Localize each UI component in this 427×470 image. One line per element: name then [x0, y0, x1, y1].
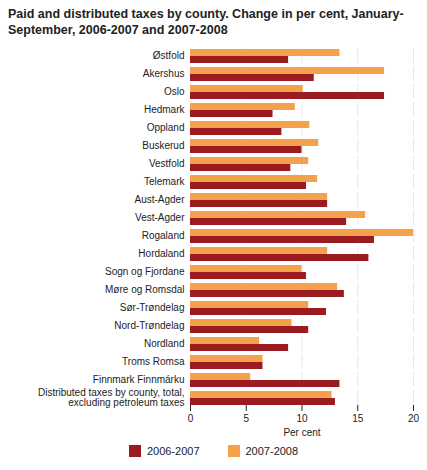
svg-text:Distributed taxes by county, t: Distributed taxes by county, total,exclu…: [38, 387, 185, 408]
svg-text:Hedmark: Hedmark: [144, 104, 186, 115]
svg-text:20: 20: [408, 412, 420, 423]
svg-text:10: 10: [296, 412, 308, 423]
svg-text:Buskerud: Buskerud: [142, 140, 184, 151]
svg-text:Telemark: Telemark: [144, 176, 186, 187]
svg-text:Finnmark Finnmárku: Finnmark Finnmárku: [93, 374, 185, 385]
svg-text:Nord-Trøndelag: Nord-Trøndelag: [114, 320, 184, 331]
svg-text:Hordaland: Hordaland: [138, 248, 184, 259]
svg-text:Møre og Romsdal: Møre og Romsdal: [105, 284, 184, 295]
html-text:Paid and distributed taxes by: Paid and distributed taxes by county. Ch…: [8, 7, 404, 38]
svg-text:Vest-Agder: Vest-Agder: [135, 212, 185, 223]
svg-text:Oslo: Oslo: [164, 86, 185, 97]
svg-text:Østfold: Østfold: [153, 50, 185, 61]
svg-text:15: 15: [352, 412, 364, 423]
svg-text:Troms Romsa: Troms Romsa: [122, 356, 185, 367]
svg-text:Nordland: Nordland: [144, 338, 185, 349]
svg-text:Sogn og Fjordane: Sogn og Fjordane: [105, 266, 185, 277]
svg-text:Oppland: Oppland: [147, 122, 185, 133]
svg-text:Rogaland: Rogaland: [142, 230, 185, 241]
svg-text:0: 0: [188, 412, 194, 423]
svg-text:Aust-Agder: Aust-Agder: [134, 194, 185, 205]
svg-text:Vestfold: Vestfold: [149, 158, 185, 169]
svg-text:Akershus: Akershus: [143, 68, 185, 79]
svg-text:Per cent: Per cent: [283, 426, 320, 437]
html-text:2007-2008: 2007-2008: [245, 444, 299, 457]
svg-text:Sør-Trøndelag: Sør-Trøndelag: [120, 302, 185, 313]
html-text:2006-2007: 2006-2007: [146, 444, 200, 457]
svg-text:5: 5: [243, 412, 249, 423]
